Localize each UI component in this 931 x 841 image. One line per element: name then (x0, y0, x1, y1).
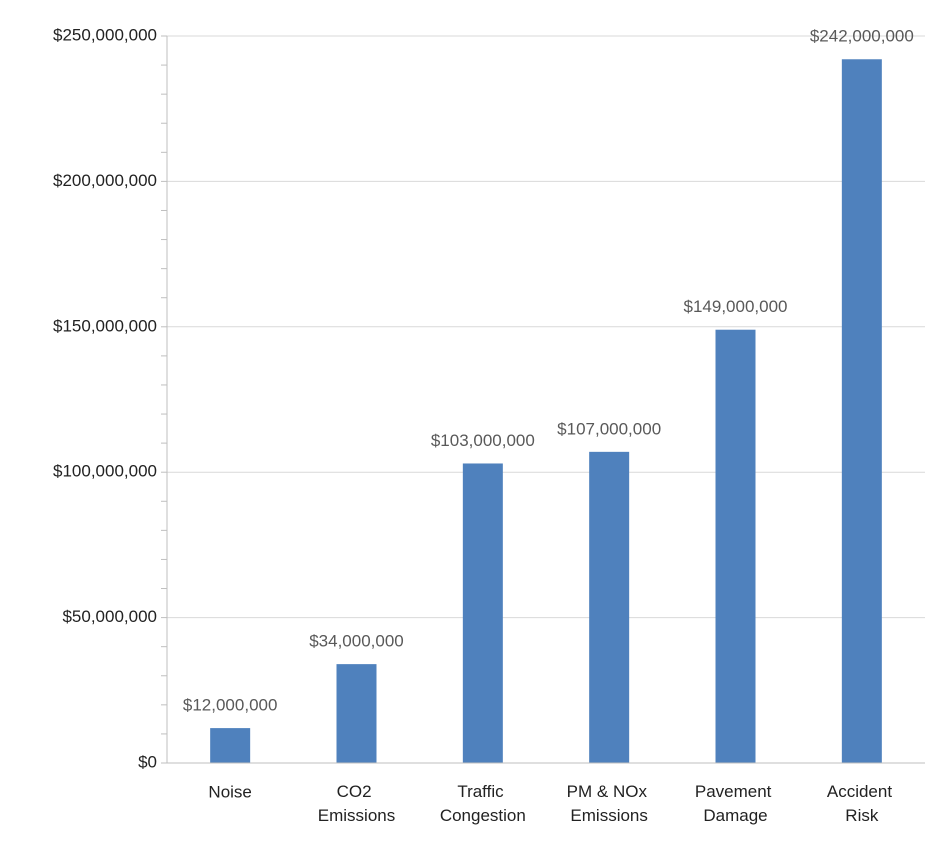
bar (462, 463, 503, 763)
x-tick-line: Traffic (457, 782, 508, 801)
x-tick-line: CO2 (337, 782, 377, 801)
bar (841, 59, 882, 764)
value-label: $107,000,000 (557, 419, 661, 438)
x-tick-line: PM & NOx (567, 782, 652, 801)
x-tick-label: CO2 Emissions (318, 782, 395, 825)
x-tick-label: Pavement Damage (695, 782, 776, 825)
x-tick-label: Accident Risk (827, 782, 897, 825)
x-tick-label: Traffic Congestion (440, 782, 526, 825)
x-tick-label: Noise (208, 782, 251, 801)
y-tick-label: $0 (138, 752, 157, 771)
y-tick-label: $100,000,000 (53, 462, 157, 481)
bar (210, 728, 251, 763)
x-tick-line: Emissions (570, 806, 647, 825)
value-label: $34,000,000 (309, 632, 404, 651)
bar (589, 451, 630, 763)
y-tick-label: $150,000,000 (53, 316, 157, 335)
y-tick-label: $200,000,000 (53, 171, 157, 190)
x-tick-label: PM & NOx Emissions (567, 782, 652, 825)
y-tick-label: $50,000,000 (62, 607, 157, 626)
x-tick-line: Accident (827, 782, 897, 801)
x-tick-line: Emissions (318, 806, 395, 825)
y-tick-label: $250,000,000 (53, 25, 157, 44)
value-label: $103,000,000 (431, 431, 535, 450)
x-tick-line: Pavement (695, 782, 776, 801)
bar (715, 329, 756, 763)
x-tick-line: Risk (845, 806, 879, 825)
x-tick-line: Damage (703, 806, 767, 825)
value-label: $12,000,000 (183, 696, 278, 715)
x-tick-line: Congestion (440, 806, 526, 825)
bar (336, 664, 377, 763)
value-label: $242,000,000 (810, 27, 914, 46)
value-label: $149,000,000 (684, 297, 788, 316)
